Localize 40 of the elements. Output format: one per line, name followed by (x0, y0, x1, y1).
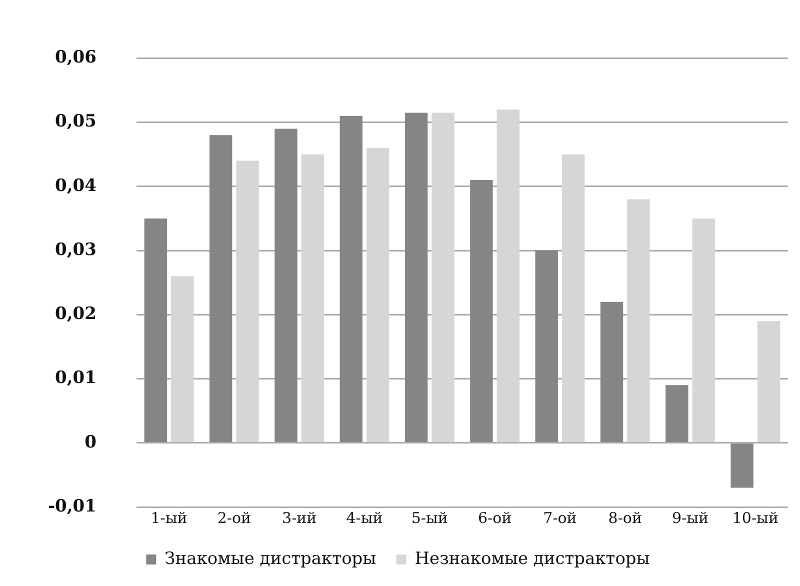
x-tick-label: 3-ий (282, 508, 317, 527)
bar (340, 116, 362, 442)
bar (404, 112, 428, 442)
x-tick-label: 8-ой (608, 508, 642, 527)
y-tick-label: 0,06 (55, 48, 96, 68)
x-tick-label: 10-ый (732, 508, 778, 527)
y-tick-label: 0,04 (55, 176, 97, 196)
bar (366, 148, 390, 442)
bar (627, 199, 650, 442)
legend-label: Незнакомые дистракторы (414, 548, 650, 569)
y-tick-label: 0,05 (55, 112, 96, 132)
bar (236, 160, 259, 442)
x-tick-label: 6-ой (478, 508, 512, 527)
bar (470, 180, 493, 442)
bar (730, 444, 754, 488)
bar (757, 321, 780, 442)
x-tick-label: 7-ой (543, 508, 577, 527)
y-tick-label: 0 (84, 432, 97, 452)
y-tick-label: 0,02 (55, 304, 96, 324)
bar (301, 154, 324, 442)
bar (171, 276, 194, 442)
y-tick-label: 0,01 (55, 368, 96, 388)
y-tick-label: -0,01 (48, 496, 96, 516)
legend-label: Знакомые дистракторы (164, 548, 376, 569)
x-tick-label: 2-ой (217, 508, 252, 527)
bar (535, 250, 558, 442)
bar (562, 154, 585, 442)
bar (496, 109, 520, 442)
x-tick-label: 9-ый (672, 508, 709, 527)
bar (666, 385, 688, 442)
y-tick-label: 0,03 (55, 240, 96, 260)
bar (692, 218, 715, 442)
bar (209, 135, 232, 442)
bar (274, 128, 298, 442)
x-tick-label: 5-ый (411, 508, 448, 527)
x-tick-label: 1-ый (150, 508, 188, 527)
bar (144, 218, 168, 442)
x-tick-label: 4-ый (346, 508, 383, 527)
bar (432, 112, 454, 442)
bar (600, 302, 624, 442)
